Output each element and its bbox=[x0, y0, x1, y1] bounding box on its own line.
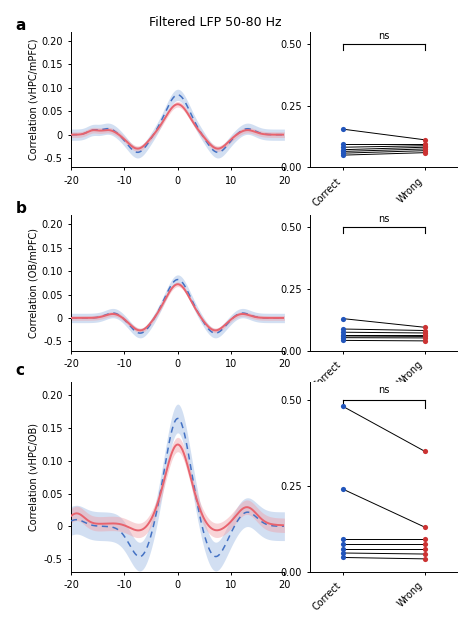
Text: c: c bbox=[16, 363, 25, 379]
Text: ns: ns bbox=[378, 214, 390, 224]
Text: a: a bbox=[16, 18, 26, 33]
Point bbox=[421, 135, 428, 145]
Point bbox=[421, 544, 428, 554]
Point bbox=[421, 141, 428, 151]
Point bbox=[339, 336, 347, 346]
Point bbox=[421, 538, 428, 549]
Point bbox=[421, 522, 428, 532]
Point bbox=[421, 139, 428, 149]
Point bbox=[421, 554, 428, 564]
Point bbox=[421, 336, 428, 346]
Point bbox=[339, 332, 347, 343]
Point bbox=[421, 549, 428, 559]
Point bbox=[339, 330, 347, 340]
Point bbox=[339, 142, 347, 152]
Point bbox=[339, 147, 347, 157]
Point bbox=[339, 139, 347, 149]
Point bbox=[339, 552, 347, 562]
Point bbox=[339, 324, 347, 334]
Point bbox=[421, 144, 428, 154]
Point bbox=[421, 325, 428, 336]
Point bbox=[339, 544, 347, 554]
Point bbox=[339, 124, 347, 134]
Point bbox=[339, 150, 347, 160]
Point bbox=[421, 331, 428, 341]
Point bbox=[339, 327, 347, 337]
Point bbox=[421, 142, 428, 152]
Point bbox=[339, 313, 347, 324]
Point bbox=[339, 331, 347, 341]
Point bbox=[421, 330, 428, 340]
Point bbox=[339, 148, 347, 158]
Text: ns: ns bbox=[378, 386, 390, 396]
Point bbox=[421, 328, 428, 338]
Point bbox=[339, 538, 347, 549]
Point bbox=[421, 322, 428, 332]
Text: ns: ns bbox=[378, 31, 390, 41]
Point bbox=[339, 548, 347, 558]
Point bbox=[339, 145, 347, 155]
Point bbox=[421, 446, 428, 456]
Text: b: b bbox=[16, 201, 27, 216]
Point bbox=[339, 484, 347, 494]
Point bbox=[421, 333, 428, 343]
Point bbox=[339, 534, 347, 544]
Point bbox=[339, 401, 347, 411]
Point bbox=[421, 534, 428, 544]
Y-axis label: Correlation (vHPC/OB): Correlation (vHPC/OB) bbox=[28, 423, 38, 531]
Y-axis label: Correlation (vHPC/mPFC): Correlation (vHPC/mPFC) bbox=[28, 39, 38, 161]
Point bbox=[421, 148, 428, 158]
Text: Filtered LFP 50-80 Hz: Filtered LFP 50-80 Hz bbox=[149, 16, 282, 29]
Y-axis label: Correlation (OB/mPFC): Correlation (OB/mPFC) bbox=[28, 228, 38, 338]
Point bbox=[421, 145, 428, 155]
